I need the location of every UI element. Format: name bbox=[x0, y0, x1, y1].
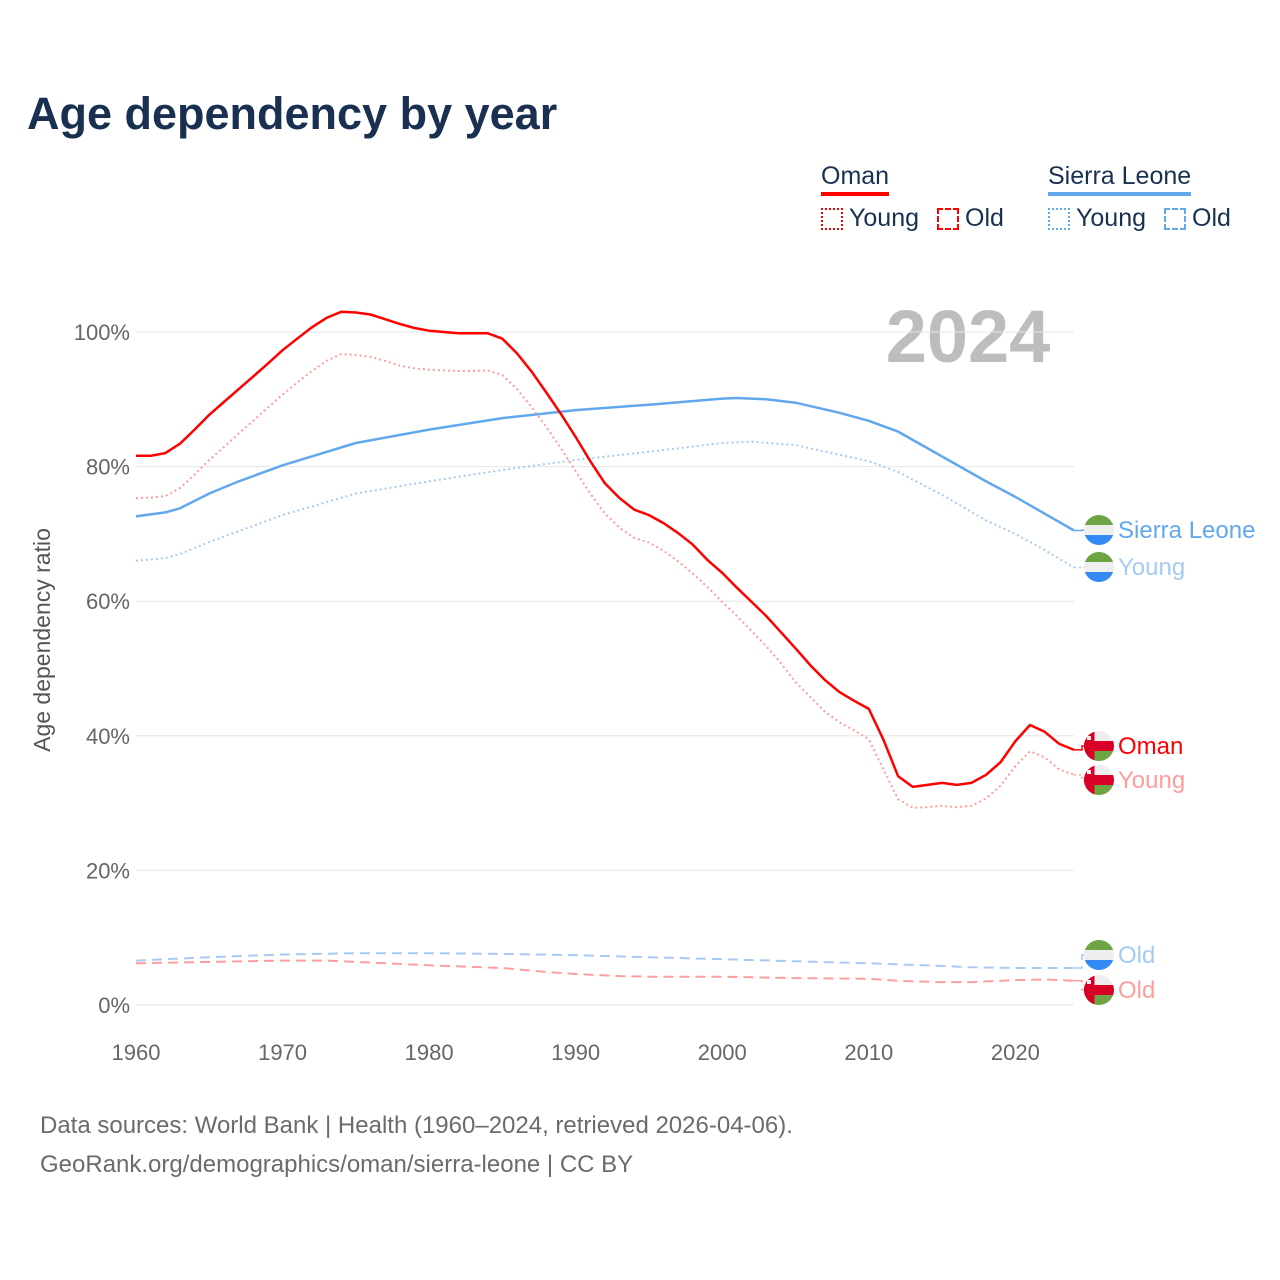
chart-title: Age dependency by year bbox=[27, 88, 558, 139]
legend-oman-young[interactable]: Young bbox=[849, 204, 919, 232]
legend-sierra-leone[interactable]: Sierra Leone Young Old bbox=[1048, 162, 1231, 233]
y-tick-label: 0% bbox=[98, 993, 130, 1018]
end-label: Old bbox=[1118, 977, 1155, 1004]
oman-flag-icon bbox=[1084, 765, 1114, 795]
series-line-sierra-leone-old[interactable] bbox=[135, 952, 1074, 969]
footer: Data sources: World Bank | Health (1960–… bbox=[40, 1106, 793, 1184]
end-label: Sierra Leone bbox=[1118, 517, 1255, 544]
dashed-swatch-icon bbox=[937, 207, 959, 230]
sierra-leone-flag-icon bbox=[1084, 515, 1114, 545]
legend-sierra-leone-label: Sierra Leone bbox=[1048, 162, 1192, 196]
x-tick-label: 1980 bbox=[405, 1040, 454, 1065]
series-line-oman-young[interactable] bbox=[135, 353, 1075, 809]
series-line-sierra-leone[interactable] bbox=[135, 396, 1075, 532]
end-label: Young bbox=[1118, 554, 1185, 581]
y-tick-label: 20% bbox=[86, 858, 130, 883]
legend-oman-label: Oman bbox=[821, 162, 890, 196]
series-line-oman-old[interactable] bbox=[135, 959, 1075, 984]
data-source: Data sources: World Bank | Health (1960–… bbox=[40, 1112, 793, 1139]
end-label: Young bbox=[1118, 767, 1185, 794]
series-line-oman[interactable] bbox=[136, 310, 1075, 789]
source-link[interactable]: GeoRank.org/demographics/oman/sierra-leo… bbox=[40, 1151, 634, 1178]
end-label: Oman bbox=[1118, 733, 1183, 760]
x-tick-label: 2000 bbox=[698, 1040, 747, 1065]
sierra-leone-flag-icon bbox=[1084, 940, 1114, 970]
x-tick-label: 1960 bbox=[112, 1040, 161, 1065]
oman-flag-icon bbox=[1084, 731, 1114, 761]
x-tick-label: 2020 bbox=[991, 1040, 1040, 1065]
legend-oman[interactable]: Oman Young Old bbox=[821, 162, 1004, 233]
dashed-swatch-icon bbox=[1164, 207, 1186, 230]
y-tick-label: 60% bbox=[86, 589, 130, 614]
oman-flag-icon bbox=[1084, 975, 1114, 1005]
series-line-sierra-leone-young[interactable] bbox=[135, 440, 1075, 569]
y-tick-label: 40% bbox=[86, 724, 130, 749]
legend-sl-old[interactable]: Old bbox=[1192, 204, 1231, 232]
x-tick-label: 2010 bbox=[844, 1040, 893, 1065]
end-label: Old bbox=[1118, 942, 1155, 969]
dotted-swatch-icon bbox=[1048, 207, 1070, 230]
x-tick-label: 1990 bbox=[551, 1040, 600, 1065]
legend-oman-old[interactable]: Old bbox=[965, 204, 1004, 232]
y-tick-label: 80% bbox=[86, 455, 130, 480]
legend-sl-young[interactable]: Young bbox=[1076, 204, 1146, 232]
x-tick-label: 1970 bbox=[258, 1040, 307, 1065]
sierra-leone-flag-icon bbox=[1084, 552, 1114, 582]
year-badge: 2024 bbox=[886, 295, 1051, 378]
y-tick-label: 100% bbox=[74, 320, 130, 345]
y-axis-label: Age dependency ratio bbox=[29, 528, 55, 752]
dotted-swatch-icon bbox=[821, 207, 843, 230]
